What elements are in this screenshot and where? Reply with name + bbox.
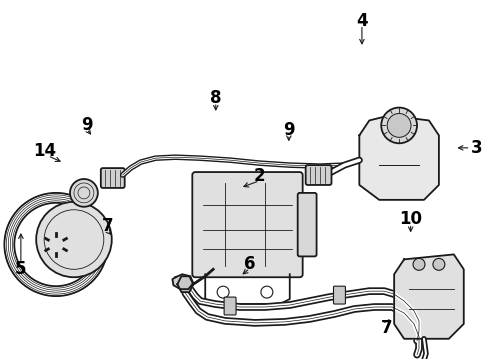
FancyBboxPatch shape xyxy=(298,193,317,256)
Circle shape xyxy=(381,108,417,143)
Text: 9: 9 xyxy=(283,121,294,139)
Circle shape xyxy=(36,202,112,277)
Circle shape xyxy=(52,240,60,248)
Polygon shape xyxy=(177,276,193,292)
Circle shape xyxy=(261,286,273,298)
Text: 7: 7 xyxy=(380,319,392,337)
Circle shape xyxy=(387,113,411,137)
FancyBboxPatch shape xyxy=(101,168,124,188)
Polygon shape xyxy=(359,116,439,200)
Circle shape xyxy=(433,258,445,270)
Circle shape xyxy=(48,237,64,252)
Text: 4: 4 xyxy=(356,12,368,30)
Circle shape xyxy=(42,231,70,258)
Text: 3: 3 xyxy=(470,139,482,157)
FancyBboxPatch shape xyxy=(306,165,332,185)
Text: 5: 5 xyxy=(15,260,26,278)
Text: 10: 10 xyxy=(399,210,422,228)
Text: 8: 8 xyxy=(210,89,221,107)
Circle shape xyxy=(413,258,425,270)
FancyBboxPatch shape xyxy=(224,297,236,315)
Polygon shape xyxy=(172,274,193,289)
Text: 7: 7 xyxy=(102,217,113,235)
Circle shape xyxy=(70,179,98,207)
Polygon shape xyxy=(394,255,464,339)
Text: 2: 2 xyxy=(254,167,266,185)
Circle shape xyxy=(217,286,229,298)
Text: 9: 9 xyxy=(81,116,93,134)
Text: 6: 6 xyxy=(244,255,256,273)
FancyBboxPatch shape xyxy=(192,172,303,277)
Text: 14: 14 xyxy=(33,143,56,161)
FancyBboxPatch shape xyxy=(334,286,345,304)
